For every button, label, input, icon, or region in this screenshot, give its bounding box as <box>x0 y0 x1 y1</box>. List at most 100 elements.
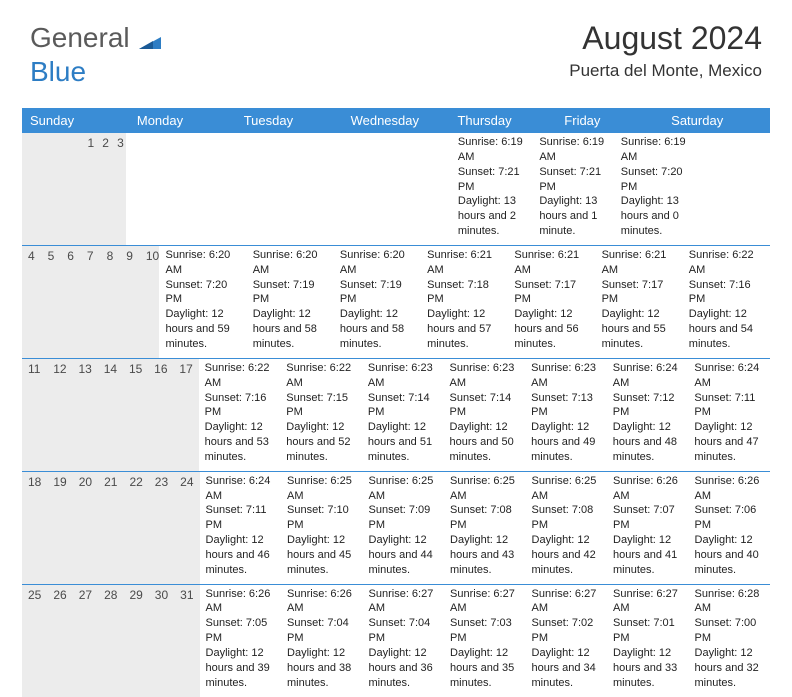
day-details: Sunrise: 6:27 AMSunset: 7:03 PMDaylight:… <box>444 585 526 697</box>
daylight-text: Daylight: 12 hours and 33 minutes. <box>613 646 683 691</box>
brand-part1: General <box>30 22 130 53</box>
daylight-text: Daylight: 12 hours and 49 minutes. <box>531 420 601 465</box>
sunrise-text: Sunrise: 6:21 AM <box>427 248 502 278</box>
day-header-thursday: Thursday <box>449 108 556 133</box>
sunset-text: Sunset: 7:21 PM <box>458 165 527 195</box>
day-details: Sunrise: 6:23 AMSunset: 7:14 PMDaylight:… <box>444 359 526 471</box>
day-header-monday: Monday <box>129 108 236 133</box>
calendar-week: 45678910Sunrise: 6:20 AMSunset: 7:20 PMD… <box>22 245 770 358</box>
day-number: 2 <box>96 133 111 245</box>
sunset-text: Sunset: 7:19 PM <box>253 278 328 308</box>
day-number: 27 <box>73 585 98 697</box>
day-details: Sunrise: 6:28 AMSunset: 7:00 PMDaylight:… <box>689 585 771 697</box>
sunrise-text: Sunrise: 6:24 AM <box>694 361 764 391</box>
sunset-text: Sunset: 7:06 PM <box>695 503 765 533</box>
day-number: 29 <box>123 585 148 697</box>
header-right: August 2024 Puerta del Monte, Mexico <box>569 20 762 81</box>
daylight-text: Daylight: 12 hours and 48 minutes. <box>613 420 683 465</box>
day-details: Sunrise: 6:27 AMSunset: 7:02 PMDaylight:… <box>526 585 608 697</box>
sunrise-text: Sunrise: 6:20 AM <box>253 248 328 278</box>
day-number: 1 <box>81 133 96 245</box>
daylight-text: Daylight: 12 hours and 52 minutes. <box>286 420 356 465</box>
day-details: Sunrise: 6:19 AMSunset: 7:20 PMDaylight:… <box>615 133 696 245</box>
day-details: Sunrise: 6:22 AMSunset: 7:15 PMDaylight:… <box>280 359 362 471</box>
day-number: 30 <box>149 585 174 697</box>
sunrise-text: Sunrise: 6:23 AM <box>531 361 601 391</box>
sunset-text: Sunset: 7:07 PM <box>613 503 683 533</box>
sunrise-text: Sunrise: 6:25 AM <box>287 474 357 504</box>
sunrise-text: Sunrise: 6:26 AM <box>695 474 765 504</box>
day-number: 24 <box>174 472 199 584</box>
daylight-text: Daylight: 12 hours and 46 minutes. <box>206 533 276 578</box>
daylight-text: Daylight: 12 hours and 54 minutes. <box>689 307 764 352</box>
sunrise-text: Sunrise: 6:25 AM <box>369 474 439 504</box>
daylight-text: Daylight: 12 hours and 35 minutes. <box>450 646 520 691</box>
calendar-body: 123Sunrise: 6:19 AMSunset: 7:21 PMDaylig… <box>22 133 770 697</box>
sunset-text: Sunset: 7:01 PM <box>613 616 683 646</box>
day-header-tuesday: Tuesday <box>236 108 343 133</box>
day-number: 5 <box>42 246 62 358</box>
day-number <box>22 133 37 245</box>
day-details <box>289 133 370 245</box>
day-number: 17 <box>173 359 198 471</box>
daylight-text: Daylight: 12 hours and 58 minutes. <box>340 307 415 352</box>
day-number: 26 <box>47 585 72 697</box>
day-details <box>370 133 451 245</box>
calendar-week: 11121314151617Sunrise: 6:22 AMSunset: 7:… <box>22 358 770 471</box>
brand-part2: Blue <box>30 56 86 87</box>
sunrise-text: Sunrise: 6:22 AM <box>689 248 764 278</box>
day-details: Sunrise: 6:20 AMSunset: 7:19 PMDaylight:… <box>247 246 334 358</box>
sunset-text: Sunset: 7:15 PM <box>286 391 356 421</box>
sunrise-text: Sunrise: 6:21 AM <box>602 248 677 278</box>
daylight-text: Daylight: 12 hours and 45 minutes. <box>287 533 357 578</box>
day-details <box>208 133 289 245</box>
day-number: 14 <box>98 359 123 471</box>
sunset-text: Sunset: 7:11 PM <box>206 503 276 533</box>
day-number: 25 <box>22 585 47 697</box>
location-text: Puerta del Monte, Mexico <box>569 61 762 81</box>
day-details: Sunrise: 6:20 AMSunset: 7:20 PMDaylight:… <box>159 246 246 358</box>
day-number: 4 <box>22 246 42 358</box>
details-row: Sunrise: 6:20 AMSunset: 7:20 PMDaylight:… <box>159 246 770 358</box>
sunset-text: Sunset: 7:00 PM <box>695 616 765 646</box>
day-details: Sunrise: 6:26 AMSunset: 7:04 PMDaylight:… <box>281 585 363 697</box>
day-header-wednesday: Wednesday <box>343 108 450 133</box>
daynum-row: 123 <box>22 133 126 245</box>
sunset-text: Sunset: 7:10 PM <box>287 503 357 533</box>
day-details: Sunrise: 6:25 AMSunset: 7:09 PMDaylight:… <box>363 472 445 584</box>
daylight-text: Daylight: 12 hours and 51 minutes. <box>368 420 438 465</box>
day-number: 10 <box>140 246 160 358</box>
sunrise-text: Sunrise: 6:23 AM <box>450 361 520 391</box>
sunset-text: Sunset: 7:11 PM <box>694 391 764 421</box>
daylight-text: Daylight: 12 hours and 41 minutes. <box>613 533 683 578</box>
details-row: Sunrise: 6:24 AMSunset: 7:11 PMDaylight:… <box>200 472 770 584</box>
day-number: 12 <box>47 359 72 471</box>
daylight-text: Daylight: 13 hours and 2 minutes. <box>458 194 527 239</box>
daylight-text: Daylight: 12 hours and 36 minutes. <box>369 646 439 691</box>
sunset-text: Sunset: 7:14 PM <box>450 391 520 421</box>
sunset-text: Sunset: 7:13 PM <box>531 391 601 421</box>
calendar-week: 18192021222324Sunrise: 6:24 AMSunset: 7:… <box>22 471 770 584</box>
brand-logo: General Blue <box>30 22 161 88</box>
day-number: 15 <box>123 359 148 471</box>
daynum-row: 18192021222324 <box>22 472 200 584</box>
day-number <box>67 133 82 245</box>
day-number: 3 <box>111 133 126 245</box>
daylight-text: Daylight: 12 hours and 53 minutes. <box>205 420 275 465</box>
day-details: Sunrise: 6:21 AMSunset: 7:17 PMDaylight:… <box>508 246 595 358</box>
day-details: Sunrise: 6:25 AMSunset: 7:08 PMDaylight:… <box>444 472 526 584</box>
sunset-text: Sunset: 7:04 PM <box>287 616 357 646</box>
daylight-text: Daylight: 12 hours and 58 minutes. <box>253 307 328 352</box>
day-number: 23 <box>149 472 174 584</box>
details-row: Sunrise: 6:26 AMSunset: 7:05 PMDaylight:… <box>200 585 770 697</box>
daylight-text: Daylight: 12 hours and 38 minutes. <box>287 646 357 691</box>
day-number: 6 <box>61 246 81 358</box>
sunrise-text: Sunrise: 6:24 AM <box>206 474 276 504</box>
sunset-text: Sunset: 7:03 PM <box>450 616 520 646</box>
daylight-text: Daylight: 12 hours and 32 minutes. <box>695 646 765 691</box>
day-number: 16 <box>148 359 173 471</box>
day-details: Sunrise: 6:24 AMSunset: 7:12 PMDaylight:… <box>607 359 689 471</box>
calendar-week: 123Sunrise: 6:19 AMSunset: 7:21 PMDaylig… <box>22 133 770 245</box>
daylight-text: Daylight: 13 hours and 1 minute. <box>539 194 608 239</box>
daylight-text: Daylight: 12 hours and 42 minutes. <box>532 533 602 578</box>
